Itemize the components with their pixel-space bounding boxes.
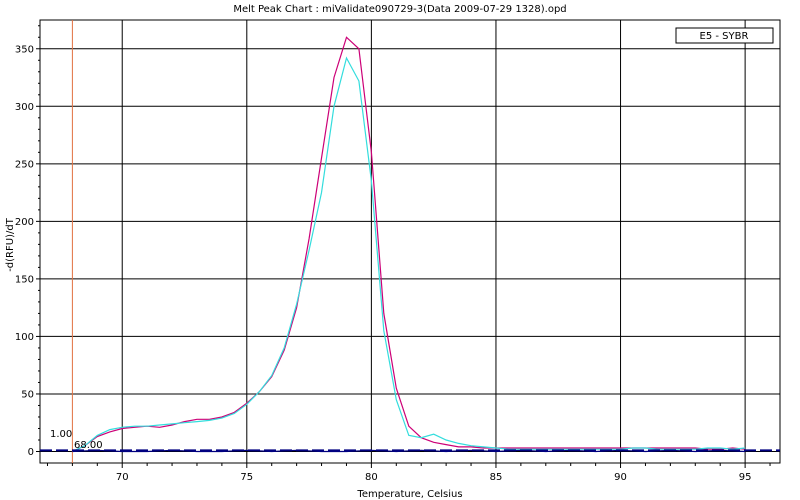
x-tick-label-5: 95 — [739, 472, 752, 483]
threshold-label: 1.00 — [50, 429, 72, 440]
series-line-1 — [72, 56, 746, 453]
y-tick-label-3: 150 — [15, 274, 34, 285]
x-tick-label-1: 75 — [240, 472, 253, 483]
legend-label: E5 - SYBR — [700, 31, 749, 42]
y-tick-label-4: 200 — [15, 217, 34, 228]
chart-title: Melt Peak Chart : miValidate090729-3(Dat… — [233, 4, 566, 15]
x-tick-label-2: 80 — [365, 472, 378, 483]
y-tick-label-1: 50 — [21, 389, 34, 400]
y-tick-label-2: 100 — [15, 332, 34, 343]
y-tick-label-0: 0 — [28, 447, 34, 458]
x-tick-label-4: 90 — [614, 472, 627, 483]
y-tick-label-5: 250 — [15, 159, 34, 170]
x-axis-label: Temperature, Celsius — [356, 489, 462, 500]
y-tick-label-7: 350 — [15, 44, 34, 55]
x-tick-label-3: 85 — [490, 472, 503, 483]
x-tick-label-0: 70 — [116, 472, 129, 483]
y-axis-label: -d(RFU)/dT — [5, 217, 16, 271]
ticks-layer: 70 75 80 85 90 95 0 50 100 150 200 250 300 350 — [15, 25, 771, 483]
plot-frame — [39, 19, 781, 464]
legend-box — [675, 27, 774, 44]
series-layer — [40, 20, 780, 463]
grid — [40, 20, 780, 463]
y-tick-label-6: 300 — [15, 102, 34, 113]
legend: E5 - SYBR — [675, 27, 774, 44]
start-marker-label: 68.00 — [74, 440, 103, 451]
